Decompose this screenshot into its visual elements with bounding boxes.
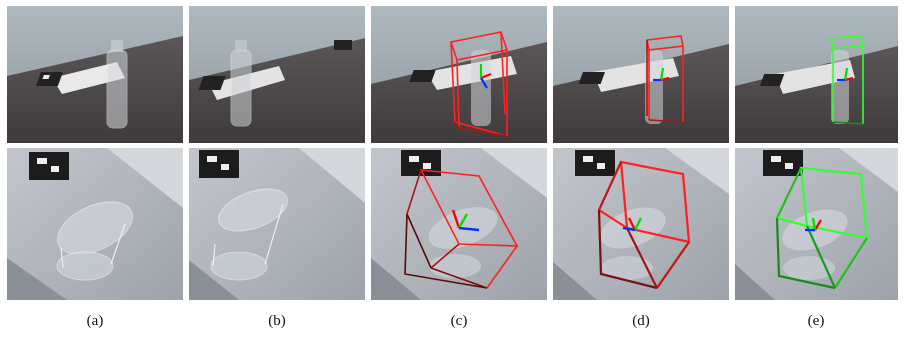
panel-b-top xyxy=(189,6,365,143)
bounding-box-red xyxy=(597,160,691,290)
pose-axes xyxy=(622,217,643,232)
caption-c: (c) xyxy=(450,313,468,329)
panel-e-top xyxy=(735,6,898,143)
caption-b: (b) xyxy=(268,313,286,329)
panel-a-bottom xyxy=(7,148,183,300)
bounding-box-green xyxy=(830,35,864,125)
panel-d-top xyxy=(553,6,729,143)
pose-axes xyxy=(451,209,480,232)
bounding-box-red xyxy=(449,31,509,138)
pose-axes xyxy=(837,67,854,82)
bounding-box-red xyxy=(646,35,684,123)
pose-axes xyxy=(479,64,492,89)
bounding-box-green xyxy=(775,166,869,290)
panel-d-bottom xyxy=(553,148,729,300)
caption-a: (a) xyxy=(86,313,104,329)
panel-a-top xyxy=(7,6,183,143)
panel-e-bottom xyxy=(735,148,898,300)
panel-b-bottom xyxy=(189,148,365,300)
caption-d: (d) xyxy=(632,313,650,329)
caption-e: (e) xyxy=(807,313,825,329)
panel-c-bottom xyxy=(371,148,547,300)
panel-c-top xyxy=(371,6,547,143)
bounding-box-red xyxy=(404,169,519,289)
pose-axes xyxy=(653,67,670,82)
pose-axes xyxy=(805,217,823,232)
